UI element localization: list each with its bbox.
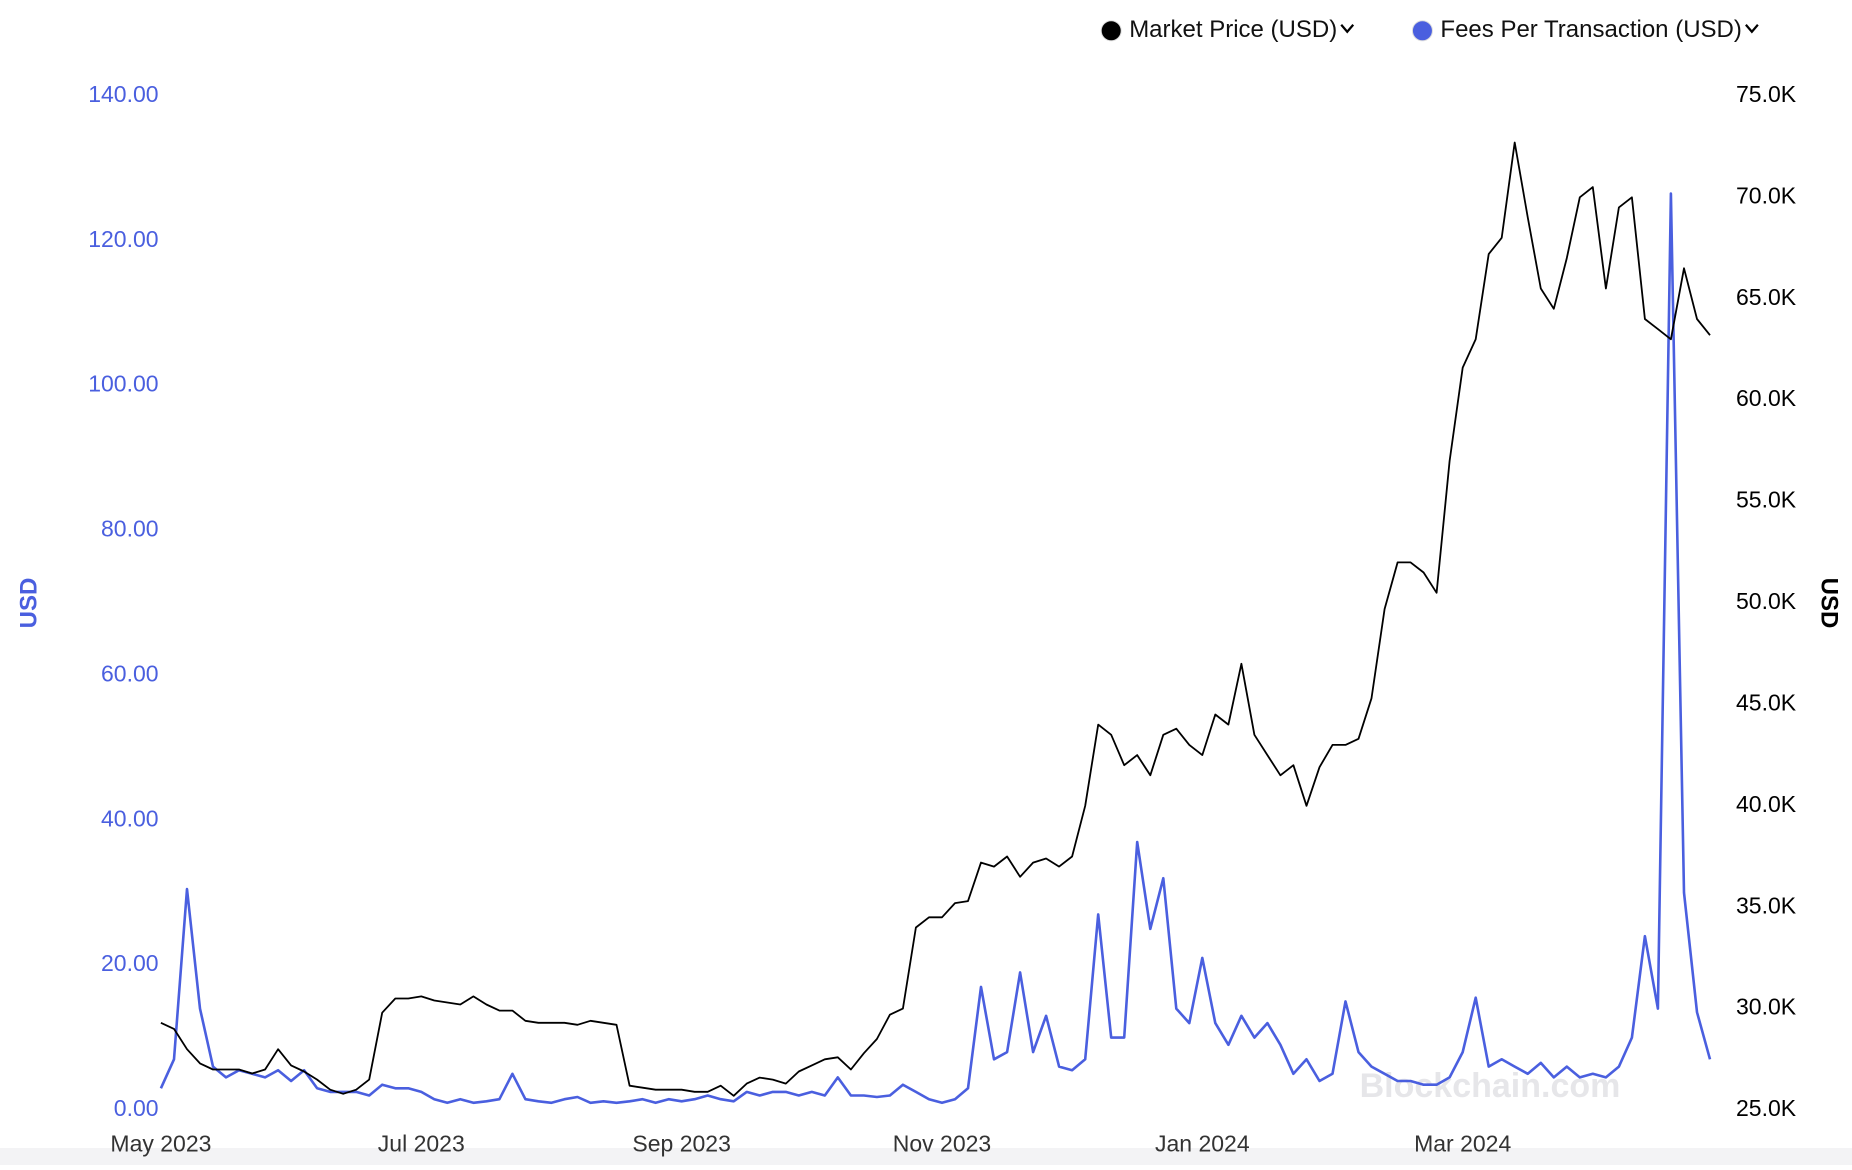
- y2-tick-label: 30.0K: [1736, 994, 1797, 1020]
- y-tick-label: 60.00: [101, 660, 159, 686]
- x-tick-label: May 2023: [110, 1131, 211, 1157]
- footer-band: [0, 1148, 1852, 1165]
- y-tick-label: 20.00: [101, 950, 159, 976]
- y-tick-label: 80.00: [101, 516, 159, 542]
- y2-tick-label: 45.0K: [1736, 689, 1797, 715]
- y2-tick-label: 65.0K: [1736, 284, 1797, 310]
- x-tick-label: Jul 2023: [378, 1131, 465, 1157]
- legend-item[interactable]: Market Price (USD): [1100, 16, 1355, 43]
- legend-label: Fees Per Transaction (USD): [1440, 16, 1741, 43]
- y-tick-label: 140.00: [88, 81, 158, 107]
- x-tick-label: Sep 2023: [632, 1131, 730, 1157]
- series-line: [160, 141, 1711, 1097]
- legend-swatch: [1100, 20, 1122, 42]
- y2-tick-label: 75.0K: [1736, 81, 1797, 107]
- y2-tick-label: 40.0K: [1736, 791, 1797, 817]
- y-axis-title: USD: [15, 578, 42, 629]
- y-tick-label: 0.00: [114, 1095, 159, 1121]
- series-line: [159, 192, 1712, 1105]
- y2-tick-label: 70.0K: [1736, 182, 1797, 208]
- y2-tick-label: 50.0K: [1736, 588, 1797, 614]
- legend-swatch: [1411, 20, 1433, 42]
- legend-chevron: [1745, 24, 1759, 34]
- y-tick-label: 40.00: [101, 805, 159, 831]
- y-tick-label: 100.00: [88, 371, 158, 397]
- y2-tick-label: 35.0K: [1736, 892, 1797, 918]
- x-tick-label: Mar 2024: [1414, 1131, 1511, 1157]
- y-tick-label: 120.00: [88, 226, 158, 252]
- y2-tick-label: 55.0K: [1736, 487, 1797, 513]
- watermark: Blockchain.com: [1360, 1067, 1621, 1105]
- legend-chevron: [1340, 24, 1355, 34]
- y2-tick-label: 25.0K: [1736, 1095, 1797, 1121]
- y2-tick-label: 60.0K: [1736, 385, 1797, 411]
- legend-label: Market Price (USD): [1129, 16, 1337, 43]
- x-tick-label: Nov 2023: [893, 1131, 991, 1157]
- legend-item[interactable]: Fees Per Transaction (USD): [1411, 16, 1759, 43]
- y2-axis-title: USD: [1816, 578, 1843, 629]
- x-tick-label: Jan 2024: [1155, 1131, 1250, 1157]
